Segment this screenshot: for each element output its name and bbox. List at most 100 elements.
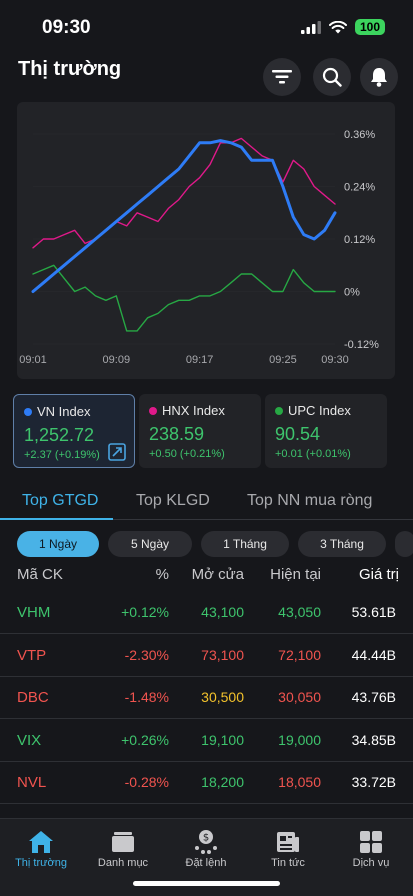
filter-icon: [272, 70, 292, 84]
index-change: +0.01 (+0.01%): [275, 448, 351, 460]
index-value: 1,252.72: [24, 425, 95, 445]
stock-current-price: 19,000: [278, 731, 321, 748]
stock-open-price: 30,500: [201, 689, 244, 705]
table-header: Mã CK % Mở cửa Hiện tại Giá trị: [0, 566, 413, 588]
stock-open-price: 43,100: [201, 604, 244, 620]
status-bar: 09:30 100: [0, 0, 413, 56]
period-selector: 1 Ngày 5 Ngày 1 Tháng 3 Tháng: [17, 531, 413, 557]
index-change: +0.50 (+0.21%): [149, 448, 225, 460]
home-icon: [29, 831, 53, 853]
series-line-hnx-index: [32, 137, 336, 249]
col-value[interactable]: Giá trị: [358, 566, 399, 583]
expand-icon[interactable]: [108, 443, 126, 461]
x-tick-label: 09:17: [186, 354, 214, 366]
bell-icon: [371, 68, 387, 87]
y-tick-label: -0.12%: [344, 339, 379, 351]
stock-percent: -0.28%: [124, 774, 169, 790]
home-indicator: [133, 881, 280, 886]
stock-percent: -2.30%: [124, 646, 169, 663]
index-value: 238.59: [149, 424, 205, 444]
tab-top-klgd[interactable]: Top KLGD: [136, 492, 210, 509]
y-tick-label: 0.12%: [344, 234, 375, 246]
table-row[interactable]: VIX +0.26% 19,100 19,000 34.85B: [0, 720, 413, 762]
x-tick-label: 09:25: [269, 354, 297, 366]
stock-open-price: 18,200: [201, 774, 244, 790]
stock-current-price: 72,100: [278, 646, 321, 663]
period-5-days[interactable]: 5 Ngày: [108, 531, 192, 557]
wifi-icon: [328, 20, 347, 33]
y-tick-label: 0.24%: [344, 182, 375, 194]
index-change: +2.37 (+0.19%): [24, 449, 100, 461]
stock-symbol: NVL: [17, 774, 47, 791]
search-icon: [322, 67, 342, 87]
table-row[interactable]: VTP -2.30% 73,100 72,100 44.44B: [0, 635, 413, 677]
stock-percent: -1.48%: [124, 689, 169, 705]
legend-dot: [149, 406, 157, 415]
period-1-month[interactable]: 1 Tháng: [201, 531, 289, 557]
index-chart[interactable]: 0.36% 0.24% 0.12% 0% -0.12% 09:01 09:09 09:17 0…: [17, 102, 395, 379]
stock-symbol: VTP: [17, 646, 47, 664]
index-card-hnx[interactable]: HNX Index 238.59 +0.50 (+0.21%): [139, 394, 261, 468]
index-name: UPC Index: [288, 403, 351, 418]
nav-portfolio[interactable]: Danh mục: [82, 827, 164, 869]
filter-button[interactable]: [263, 58, 301, 96]
period-1-day[interactable]: 1 Ngày: [17, 531, 99, 557]
stock-symbol: VIX: [17, 731, 42, 749]
stock-trade-value: 44.44B: [351, 646, 396, 663]
legend-dot: [275, 406, 283, 415]
active-tab-indicator: [0, 518, 113, 520]
nav-label: Thị trường: [15, 857, 67, 869]
index-value: 90.54: [275, 424, 321, 444]
tab-top-gtgd[interactable]: Top GTGD: [22, 492, 99, 509]
series-line-vn-index: [31, 139, 337, 293]
col-percent[interactable]: %: [155, 566, 169, 583]
index-name: HNX Index: [162, 403, 225, 418]
stock-symbol: VHM: [17, 604, 51, 621]
nav-news[interactable]: Tin tức: [247, 827, 329, 869]
notification-button[interactable]: [360, 58, 398, 96]
index-name: VN Index: [37, 404, 91, 419]
index-card-vn[interactable]: VN Index 1,252.72 +2.37 (+0.19%): [13, 394, 135, 468]
table-row[interactable]: VHM +0.12% 43,100 43,050 53.61B: [0, 592, 413, 634]
col-open[interactable]: Mở cửa: [191, 566, 244, 583]
x-tick-label: 09:09: [103, 354, 131, 366]
series-line-upc-index: [32, 264, 336, 332]
tab-top-nn-mua-rong[interactable]: Top NN mua ròng: [247, 492, 373, 509]
stock-open-price: 19,100: [201, 731, 244, 748]
status-time: 09:30: [42, 17, 91, 38]
search-button[interactable]: [313, 58, 351, 96]
stock-trade-value: 33.72B: [351, 774, 396, 790]
services-icon: [360, 831, 382, 853]
y-tick-label: 0.36%: [344, 129, 375, 141]
portfolio-icon: [112, 832, 134, 852]
stock-percent: +0.26%: [121, 731, 169, 748]
nav-label: Dịch vụ: [352, 857, 390, 869]
index-card-upc[interactable]: UPC Index 90.54 +0.01 (+0.01%): [265, 394, 387, 468]
index-cards: VN Index 1,252.72 +2.37 (+0.19%) HNX Ind…: [13, 394, 387, 468]
col-current[interactable]: Hiện tại: [270, 566, 321, 583]
table-row[interactable]: DBC -1.48% 30,500 30,050 43.76B: [0, 677, 413, 719]
stock-current-price: 43,050: [278, 604, 321, 620]
nav-label: Tin tức: [271, 857, 305, 869]
stock-open-price: 73,100: [201, 646, 244, 663]
news-icon: [277, 832, 299, 852]
stock-trade-value: 43.76B: [351, 689, 396, 705]
nav-services[interactable]: Dịch vụ: [330, 827, 412, 869]
nav-order[interactable]: $ Đặt lệnh: [165, 827, 247, 869]
stock-percent: +0.12%: [121, 604, 169, 620]
stock-trade-value: 34.85B: [351, 731, 396, 748]
battery-icon: 100: [354, 19, 385, 35]
col-symbol[interactable]: Mã CK: [17, 566, 63, 583]
nav-label: Đặt lệnh: [185, 857, 227, 869]
page-title: Thị trường: [18, 58, 122, 80]
stock-trade-value: 53.61B: [351, 604, 396, 620]
signal-icon: [300, 20, 321, 34]
x-tick-label: 09:01: [19, 354, 47, 366]
stock-current-price: 18,050: [278, 774, 321, 790]
nav-market[interactable]: Thị trường: [0, 827, 82, 869]
period-3-months[interactable]: 3 Tháng: [298, 531, 386, 557]
table-row[interactable]: NVL -0.28% 18,200 18,050 33.72B: [0, 762, 413, 804]
x-tick-label: 09:30: [321, 354, 349, 366]
period-more[interactable]: [395, 531, 413, 557]
status-icons: 100: [300, 19, 385, 35]
